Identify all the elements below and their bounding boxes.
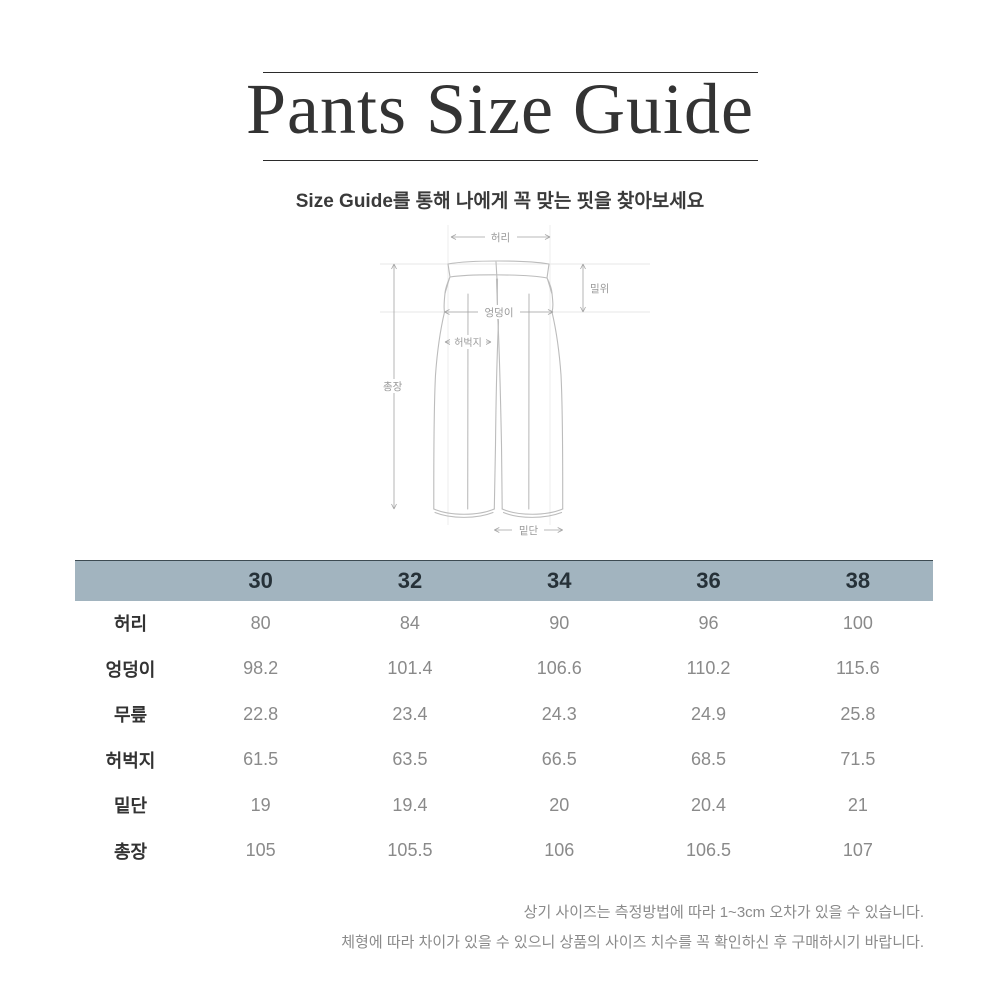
svg-text:허벅지: 허벅지 [454, 337, 482, 349]
svg-text:허리: 허리 [491, 232, 510, 244]
svg-text:총장: 총장 [383, 381, 403, 393]
svg-text:밀위: 밀위 [590, 282, 609, 295]
svg-text:엉덩이: 엉덩이 [485, 307, 514, 319]
svg-text:밑단: 밑단 [519, 525, 539, 537]
